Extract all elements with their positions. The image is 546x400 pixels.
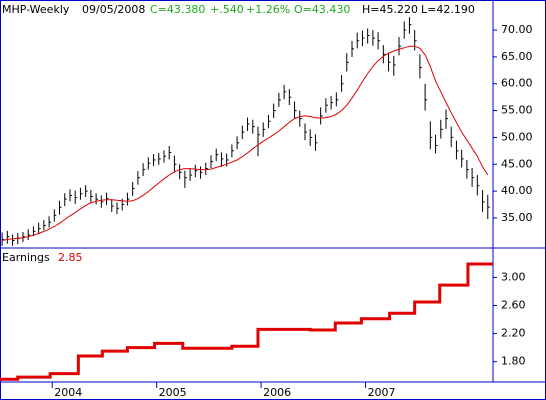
y-tick-label: 3.00: [501, 270, 526, 283]
y-tick-label: 40.00: [501, 184, 533, 197]
symbol: MHP-Weekly: [2, 3, 70, 16]
y-tick-label: 60.00: [501, 77, 533, 90]
panel-title: Earnings: [2, 251, 50, 264]
high: H=45.220: [362, 3, 418, 16]
low: L=42.190: [421, 3, 475, 16]
close: C=43.380: [150, 3, 205, 16]
x-tick-label: 2007: [368, 386, 396, 399]
date: 09/05/2008: [82, 3, 145, 16]
y-tick-label: 45.00: [501, 157, 533, 170]
y-tick-label: 70.00: [501, 23, 533, 36]
y-tick-label: 55.00: [501, 104, 533, 117]
open: O=43.430: [294, 3, 350, 16]
moving-average: [1, 45, 489, 241]
y-tick-label: 1.80: [501, 355, 526, 368]
x-tick-label: 2004: [54, 386, 82, 399]
y-tick-label: 2.60: [501, 298, 526, 311]
current-value: 2.85: [58, 251, 83, 264]
y-tick-label: 35.00: [501, 211, 533, 224]
y-tick-label: 50.00: [501, 130, 533, 143]
y-tick-label: 65.00: [501, 50, 533, 63]
x-tick-label: 2006: [263, 386, 291, 399]
earnings-line: [0, 262, 493, 381]
change: +.540: [210, 3, 244, 16]
x-tick-label: 2005: [159, 386, 187, 399]
change-pct: +1.26%: [246, 3, 290, 16]
y-tick-label: 2.20: [501, 327, 526, 340]
